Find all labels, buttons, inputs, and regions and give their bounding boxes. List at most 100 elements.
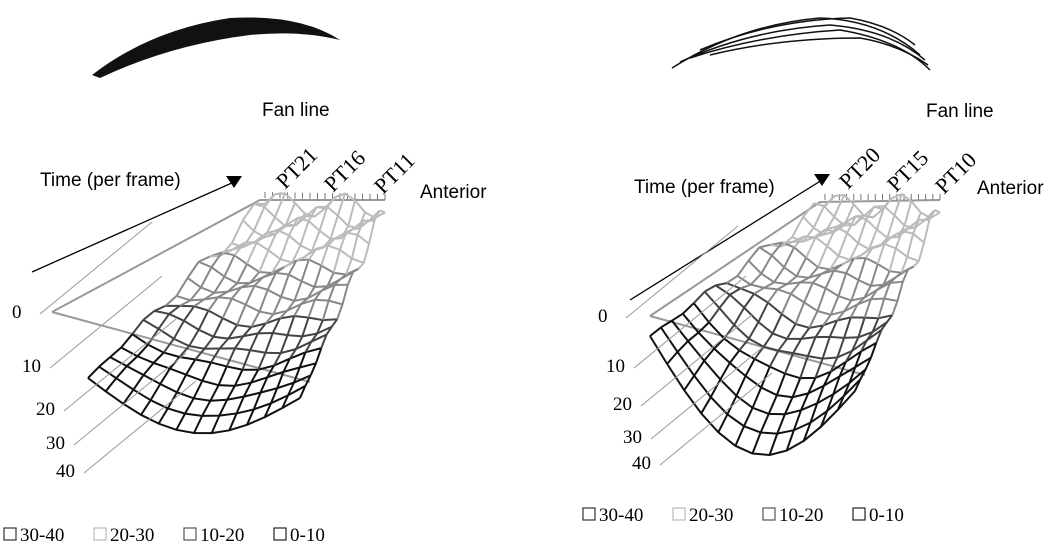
mesh-line: [147, 328, 160, 346]
mesh-line: [283, 261, 293, 268]
mesh-line: [843, 299, 853, 312]
mesh-line: [185, 359, 197, 376]
mesh-line: [726, 395, 738, 415]
mesh-line: [841, 258, 851, 266]
mesh-line: [907, 265, 914, 271]
mesh-line: [870, 289, 878, 300]
mesh-line: [329, 215, 339, 240]
mesh-line: [249, 271, 261, 284]
mesh-line: [704, 284, 717, 293]
mesh-line: [326, 196, 336, 208]
z-tick-label: 20: [36, 399, 55, 420]
mesh-line: [310, 332, 318, 343]
mesh-line: [800, 392, 810, 411]
z-tick-line: [659, 372, 773, 466]
mesh-line: [751, 387, 763, 409]
mesh-line: [868, 229, 878, 250]
mesh-line: [333, 278, 341, 286]
mesh-line: [279, 334, 289, 354]
anterior-label: Anterior: [420, 182, 487, 203]
mesh-line: [719, 362, 731, 380]
mesh-line: [708, 307, 721, 323]
mesh-line: [287, 382, 295, 396]
mesh-line: [775, 373, 786, 396]
mesh-line: [164, 295, 178, 307]
mesh-line: [743, 293, 755, 309]
mesh-line: [869, 263, 879, 287]
mesh-line: [244, 240, 255, 244]
mesh-line: [805, 237, 817, 259]
mesh-line: [350, 234, 359, 259]
mesh-line: [292, 367, 301, 383]
mesh-line: [744, 358, 756, 377]
mesh-line: [824, 270, 835, 289]
mesh-line: [876, 243, 886, 265]
mesh-line: [837, 232, 849, 257]
mesh-line: [210, 347, 221, 363]
mesh-line: [347, 200, 356, 227]
mesh-line: [226, 282, 238, 293]
mesh-line: [857, 317, 866, 338]
mesh-line: [362, 243, 371, 264]
mesh-line: [906, 233, 915, 258]
mesh-line: [864, 246, 874, 259]
mesh-line: [773, 266, 785, 283]
mesh-line: [888, 248, 897, 272]
anterior-label: Anterior: [977, 178, 1044, 199]
mesh-line: [194, 348, 206, 361]
mesh-line: [336, 304, 344, 320]
mesh-line: [843, 317, 852, 339]
z-tick-line: [39, 221, 153, 315]
mesh-line: [320, 245, 329, 266]
mesh-line: [300, 297, 309, 305]
z-tick-label: 0: [598, 306, 608, 327]
mesh-line: [863, 298, 872, 318]
mesh-line: [833, 194, 846, 218]
mesh-line: [816, 287, 827, 312]
mesh-line: [912, 219, 920, 234]
mesh-line: [848, 366, 857, 384]
mesh-line: [875, 329, 883, 344]
z-tick-label: 10: [22, 356, 41, 377]
mesh-line: [671, 312, 684, 322]
mesh-line: [875, 206, 886, 230]
mesh-line: [829, 295, 840, 316]
mesh-line: [288, 217, 299, 236]
legend-swatch: [852, 507, 866, 521]
mesh-line: [849, 242, 860, 261]
mesh-line: [142, 310, 156, 321]
mesh-line: [750, 272, 763, 286]
mesh-line: [923, 219, 931, 243]
mesh-line: [865, 331, 874, 341]
mesh-line: [252, 206, 266, 232]
mesh-line: [799, 355, 809, 379]
mesh-line: [666, 351, 679, 365]
point-label: PT16: [319, 145, 370, 196]
mesh-line: [901, 268, 910, 283]
mesh-line: [757, 302, 769, 323]
mesh-line: [823, 371, 832, 387]
mesh-line: [871, 317, 880, 333]
mesh-line: [880, 321, 888, 331]
mesh-line: [795, 257, 807, 277]
mesh-line: [203, 291, 215, 301]
mesh-line: [821, 336, 831, 359]
mesh-line: [259, 376, 269, 394]
mesh-line: [131, 319, 145, 335]
mesh-line: [186, 261, 200, 279]
mesh-line: [157, 407, 169, 425]
mesh-line: [236, 304, 247, 326]
z-tick-label: 0: [12, 302, 22, 323]
legend-swatch: [672, 507, 686, 521]
mesh-line: [201, 362, 212, 382]
mesh-line: [817, 245, 829, 268]
mesh-line: [683, 375, 695, 391]
mesh-line: [178, 345, 190, 358]
mesh-line: [826, 393, 835, 412]
mesh-line: [352, 227, 359, 231]
z-tick-line: [83, 380, 197, 474]
mesh-line: [768, 350, 780, 368]
mesh-line: [767, 288, 779, 304]
mesh-line: [297, 215, 307, 220]
